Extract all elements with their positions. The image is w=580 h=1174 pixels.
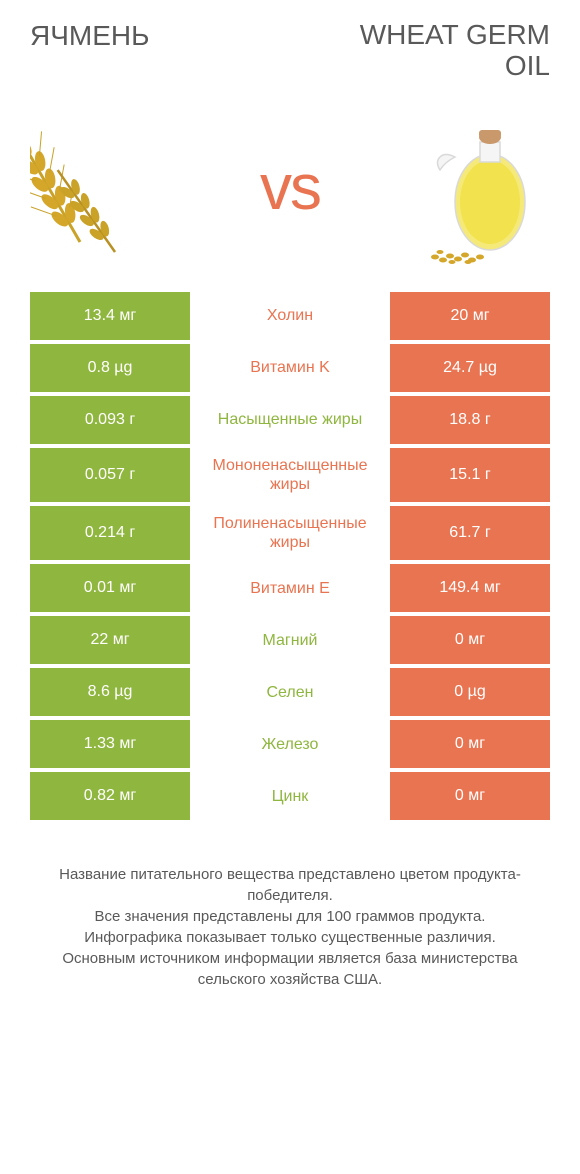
right-product-title: Wheat germ oil: [330, 20, 550, 82]
nutrient-label: Холин: [190, 292, 390, 340]
header: Ячмень Wheat germ oil: [0, 0, 580, 92]
table-row: 0.214 гПолиненасыщенные жиры61.7 г: [30, 506, 550, 560]
right-value: 24.7 µg: [390, 344, 550, 392]
right-value: 61.7 г: [390, 506, 550, 560]
comparison-table: 13.4 мгХолин20 мг0.8 µgВитамин K24.7 µg0…: [0, 292, 580, 821]
left-value: 13.4 мг: [30, 292, 190, 340]
left-value: 0.82 мг: [30, 772, 190, 820]
nutrient-label: Мононенасыщенные жиры: [190, 448, 390, 502]
table-row: 0.01 мгВитамин E149.4 мг: [30, 564, 550, 612]
left-value: 1.33 мг: [30, 720, 190, 768]
left-value: 0.8 µg: [30, 344, 190, 392]
right-value: 149.4 мг: [390, 564, 550, 612]
footer-notes: Название питательного вещества представл…: [0, 824, 580, 1010]
footer-line-1: Название питательного вещества представл…: [30, 864, 550, 906]
right-value: 20 мг: [390, 292, 550, 340]
footer-line-4: Основным источником информации является …: [30, 948, 550, 990]
barley-icon: [30, 102, 200, 272]
oil-bottle-icon: [380, 102, 550, 272]
nutrient-label: Витамин E: [190, 564, 390, 612]
nutrient-label: Полиненасыщенные жиры: [190, 506, 390, 560]
table-row: 1.33 мгЖелезо0 мг: [30, 720, 550, 768]
left-value: 8.6 µg: [30, 668, 190, 716]
left-value: 0.057 г: [30, 448, 190, 502]
nutrient-label: Витамин K: [190, 344, 390, 392]
table-row: 0.82 мгЦинк0 мг: [30, 772, 550, 820]
table-row: 22 мгМагний0 мг: [30, 616, 550, 664]
left-value: 0.01 мг: [30, 564, 190, 612]
nutrient-label: Насыщенные жиры: [190, 396, 390, 444]
right-value: 0 мг: [390, 772, 550, 820]
table-row: 0.057 гМононенасыщенные жиры15.1 г: [30, 448, 550, 502]
product-images-row: vs: [0, 92, 580, 292]
right-value: 15.1 г: [390, 448, 550, 502]
table-row: 8.6 µgСелен0 µg: [30, 668, 550, 716]
right-value: 18.8 г: [390, 396, 550, 444]
nutrient-label: Цинк: [190, 772, 390, 820]
right-value: 0 мг: [390, 720, 550, 768]
right-value: 0 µg: [390, 668, 550, 716]
left-value: 0.214 г: [30, 506, 190, 560]
footer-line-2: Все значения представлены для 100 граммо…: [30, 906, 550, 927]
vs-label: vs: [260, 150, 320, 224]
footer-line-3: Инфографика показывает только существенн…: [30, 927, 550, 948]
left-product-title: Ячмень: [30, 20, 230, 82]
nutrient-label: Железо: [190, 720, 390, 768]
right-value: 0 мг: [390, 616, 550, 664]
nutrient-label: Магний: [190, 616, 390, 664]
table-row: 0.093 гНасыщенные жиры18.8 г: [30, 396, 550, 444]
table-row: 0.8 µgВитамин K24.7 µg: [30, 344, 550, 392]
table-row: 13.4 мгХолин20 мг: [30, 292, 550, 340]
nutrient-label: Селен: [190, 668, 390, 716]
left-value: 0.093 г: [30, 396, 190, 444]
left-value: 22 мг: [30, 616, 190, 664]
